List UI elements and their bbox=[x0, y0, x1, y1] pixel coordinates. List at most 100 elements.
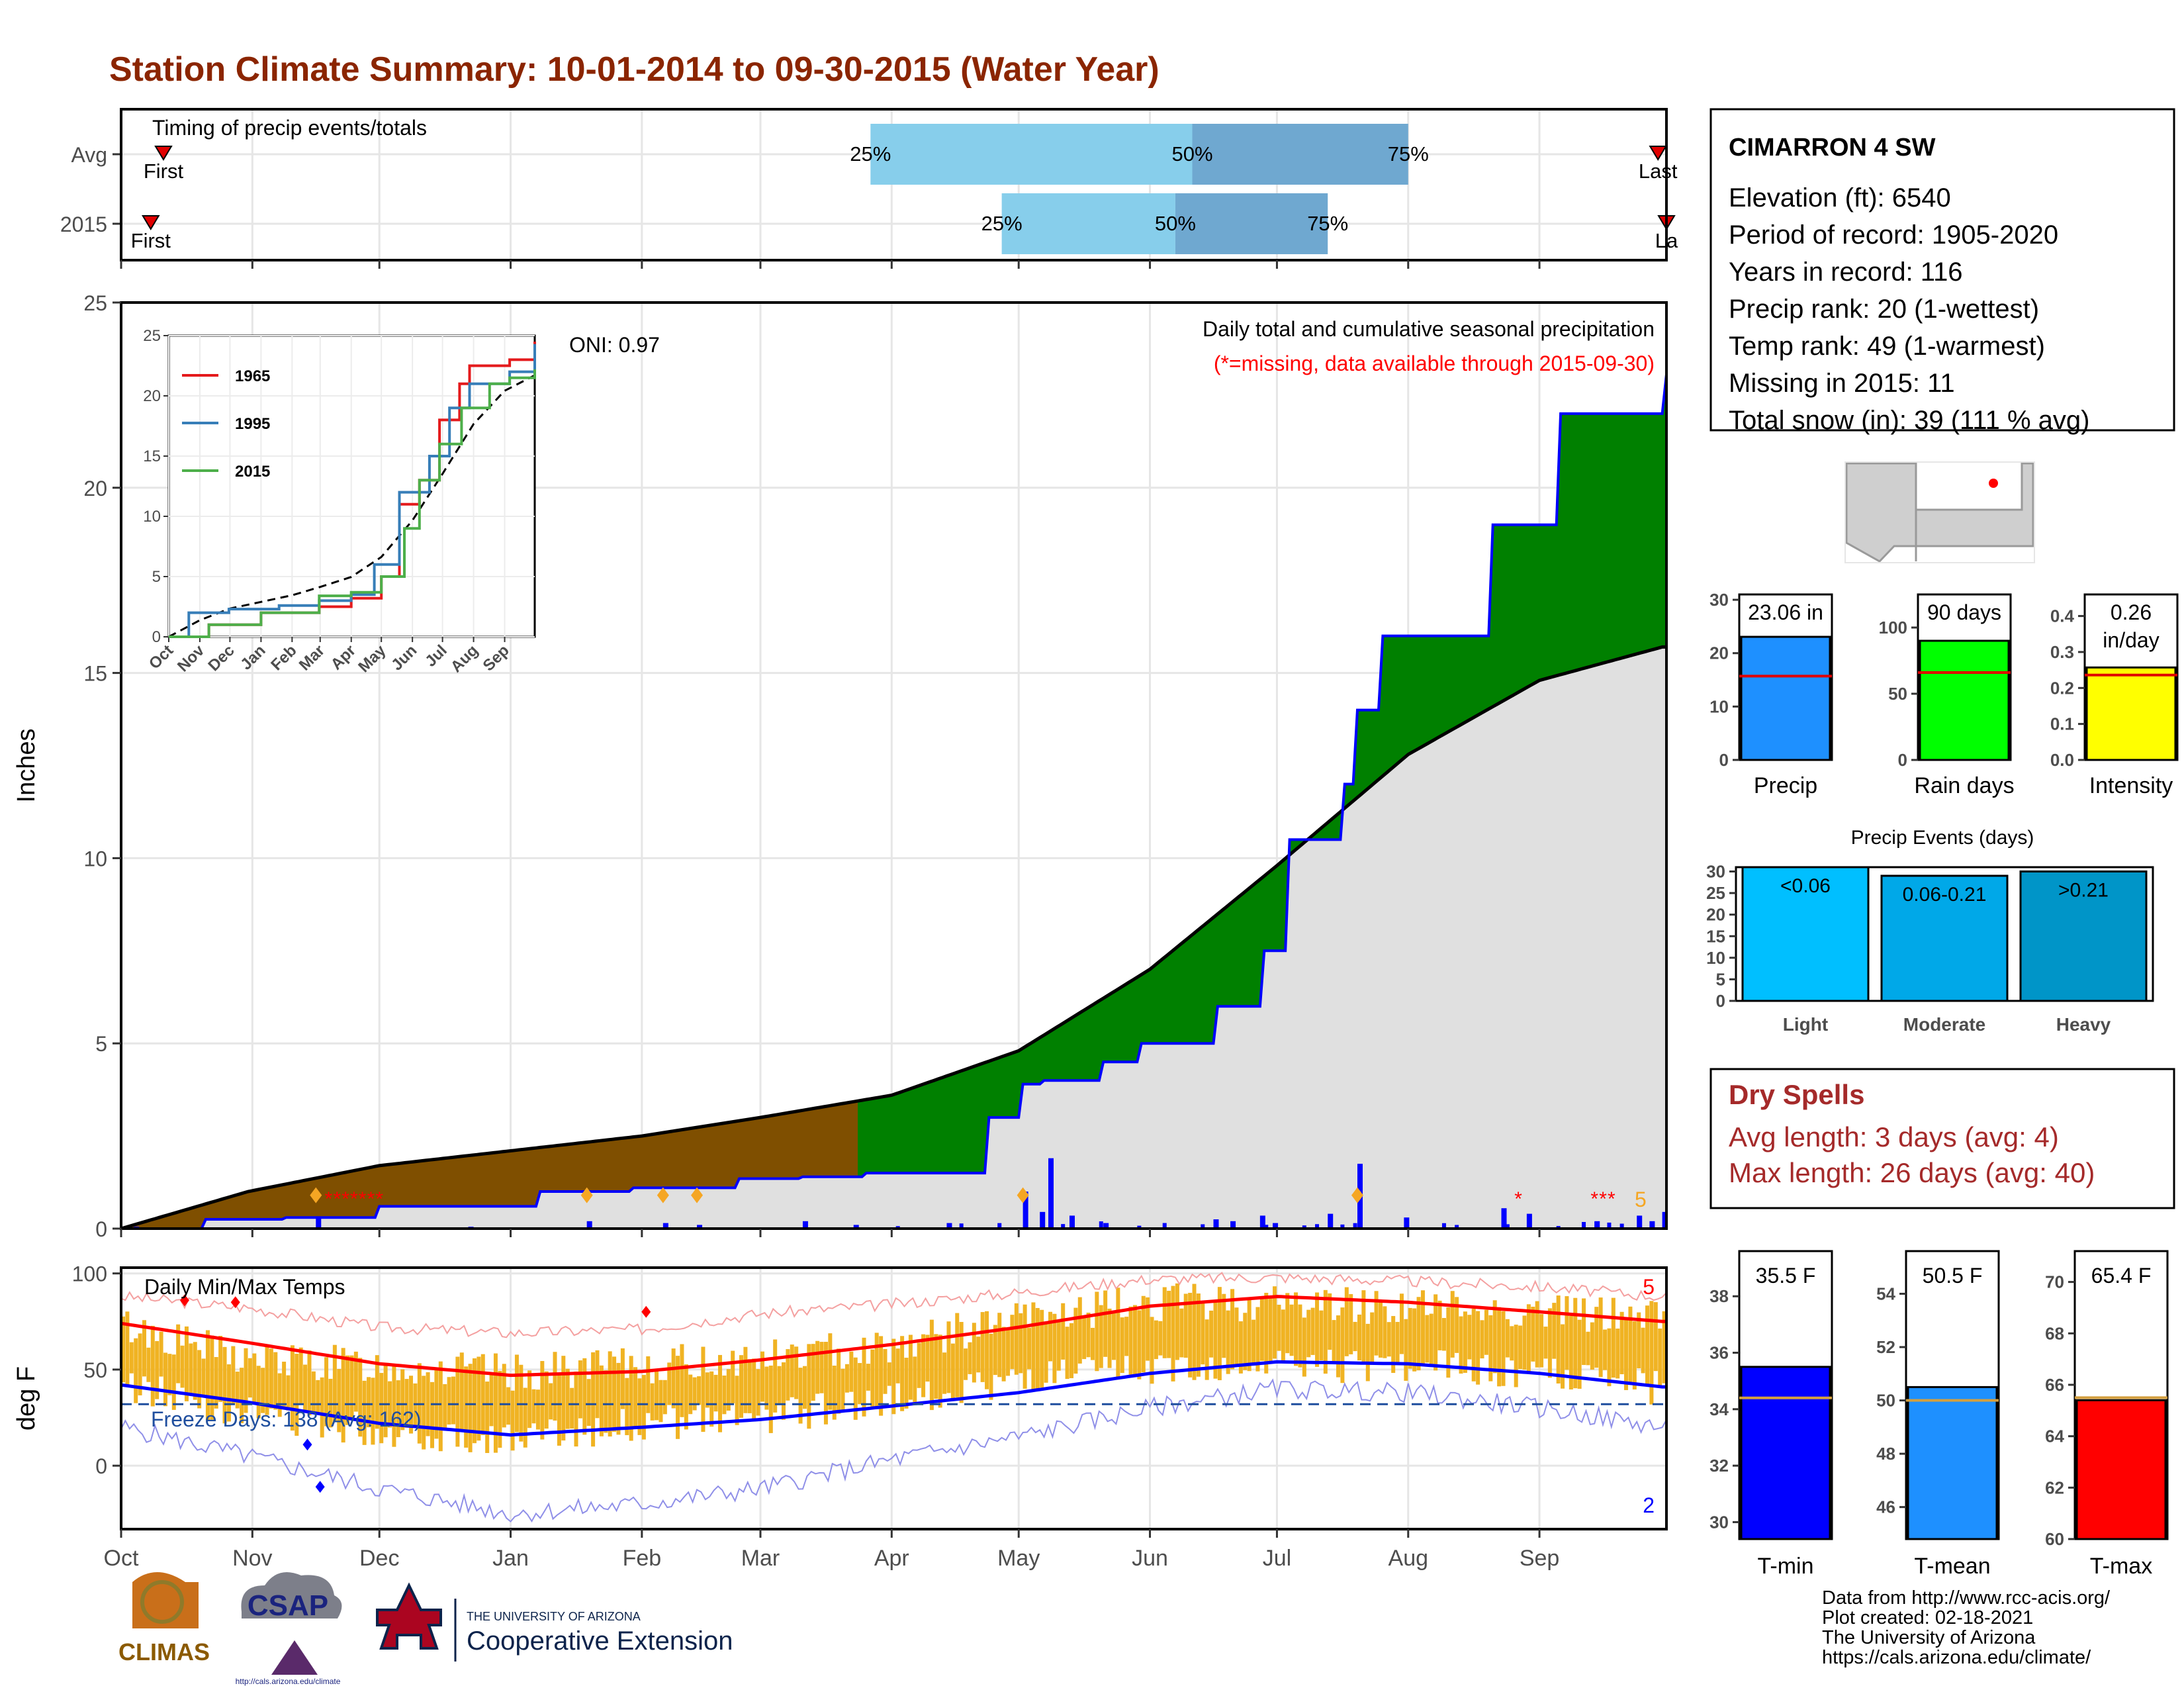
daily-temp-bar bbox=[938, 1335, 942, 1408]
temp-bar-y-tick-label: 32 bbox=[1709, 1456, 1729, 1476]
tmax-missing-count: 5 bbox=[1643, 1275, 1655, 1299]
snow-marker bbox=[1351, 1187, 1363, 1203]
daily-temp-bar bbox=[1522, 1315, 1527, 1370]
temp-bar-y-tick-label: 34 bbox=[1709, 1399, 1729, 1419]
daily-temp-bar bbox=[1065, 1327, 1069, 1380]
timing-row-avg: 25% 50% 75% First Last Avg bbox=[71, 124, 1678, 185]
events-bar-category: Moderate bbox=[1903, 1014, 1985, 1035]
daily-temp-bar bbox=[599, 1365, 604, 1436]
events-bar-light bbox=[1741, 866, 1870, 1002]
daily-temp-bar bbox=[409, 1376, 414, 1434]
daily-temp-bar bbox=[756, 1369, 760, 1416]
temp-bar-y-tick-label: 54 bbox=[1876, 1284, 1895, 1303]
record-low-marker bbox=[302, 1438, 312, 1451]
daily-temp-bar bbox=[388, 1381, 392, 1428]
daily-temp-bar bbox=[1582, 1298, 1586, 1366]
daily-temp-bar bbox=[1226, 1310, 1230, 1374]
average-cumulative-line bbox=[120, 645, 1666, 1231]
temp-bar-t-min: 35.5 F 30 32 34 36 38 T-min bbox=[1709, 1250, 1833, 1579]
daily-temp-bar bbox=[1116, 1288, 1120, 1378]
daily-temp-bar bbox=[1268, 1297, 1273, 1362]
daily-temp-bar bbox=[616, 1362, 621, 1435]
record-low-line bbox=[120, 1378, 1667, 1523]
daily-temp-bar bbox=[201, 1358, 206, 1396]
record-high-marker bbox=[230, 1296, 240, 1309]
timing-bar-q50-q75 bbox=[1175, 193, 1328, 254]
events-y-tick-label: 5 bbox=[1716, 969, 1725, 989]
daily-temp-bar bbox=[1391, 1316, 1396, 1374]
daily-temp-bar bbox=[561, 1356, 566, 1441]
daily-temp-bar bbox=[718, 1354, 723, 1432]
daily-temp-bar bbox=[353, 1351, 358, 1412]
daily-temp-bar bbox=[697, 1376, 702, 1405]
daily-temp-bar bbox=[1552, 1303, 1557, 1359]
timing-label-75: 75% bbox=[1388, 142, 1429, 165]
station-location-dot bbox=[1989, 479, 1998, 488]
daily-temp-bar bbox=[180, 1345, 185, 1388]
daily-temp-bar bbox=[218, 1336, 223, 1402]
daily-temp-bar bbox=[781, 1362, 786, 1420]
daily-temp-bar bbox=[295, 1354, 299, 1436]
daily-temp-bar bbox=[1632, 1321, 1637, 1390]
daily-temp-bar bbox=[701, 1346, 705, 1432]
daily-temp-bar bbox=[379, 1373, 384, 1444]
avg-tmin-line bbox=[120, 1360, 1666, 1437]
daily-temp-bar bbox=[565, 1368, 570, 1429]
summary-bar-value: 0.26 bbox=[2111, 600, 2152, 624]
daily-temp-bar bbox=[764, 1366, 769, 1410]
summary-bar-y-tick-label: 0.4 bbox=[2050, 606, 2075, 626]
daily-temp-bar bbox=[874, 1333, 879, 1407]
daily-temp-bar bbox=[921, 1334, 926, 1397]
daily-temp-bar bbox=[1294, 1292, 1298, 1366]
daily-temp-bar bbox=[1167, 1290, 1171, 1358]
daily-temp-bar bbox=[447, 1377, 451, 1425]
daily-temp-bar bbox=[968, 1342, 972, 1374]
inset-y-tick-label: 15 bbox=[143, 447, 161, 465]
station-info-line: Temp rank: 49 (1-warmest) bbox=[1729, 332, 2045, 361]
daily-temp-bar bbox=[1234, 1307, 1239, 1366]
daily-temp-bar bbox=[557, 1375, 561, 1446]
daily-temp-bar bbox=[184, 1326, 189, 1401]
record-low-marker bbox=[315, 1481, 325, 1493]
daily-temp-bar bbox=[1480, 1320, 1484, 1359]
daily-temp-bar bbox=[1332, 1320, 1336, 1364]
snow-marker bbox=[580, 1187, 593, 1203]
daily-temp-bar bbox=[489, 1373, 494, 1427]
dry-spells-border bbox=[1709, 1068, 2175, 1209]
temp-bar-y-tick-label: 46 bbox=[1876, 1497, 1895, 1517]
month-label: Nov bbox=[232, 1546, 272, 1571]
missing-data-marker: * bbox=[341, 1188, 349, 1210]
daily-temp-bar bbox=[1569, 1316, 1573, 1390]
daily-temp-bar bbox=[955, 1313, 960, 1397]
climas-logo-text: CLIMAS bbox=[118, 1638, 210, 1665]
timing-label-50: 50% bbox=[1155, 212, 1196, 235]
events-bar-heavy bbox=[2019, 870, 2148, 1002]
daily-temp-bar bbox=[934, 1334, 938, 1399]
daily-temp-bar bbox=[591, 1352, 596, 1447]
daily-temp-bar bbox=[853, 1357, 858, 1420]
daily-temp-bar bbox=[929, 1319, 934, 1411]
daily-temp-bar bbox=[1031, 1302, 1036, 1391]
daily-temp-bar bbox=[1213, 1299, 1218, 1379]
daily-temp-bar bbox=[1201, 1302, 1205, 1365]
daily-temp-bar bbox=[1463, 1311, 1467, 1373]
summary-bar-y-tick-label: 100 bbox=[1879, 618, 1907, 637]
daily-temp-bar bbox=[337, 1369, 341, 1432]
temp-bar-y-tick-label: 38 bbox=[1709, 1286, 1729, 1306]
temp-bar-y-tick-label: 70 bbox=[2045, 1272, 2064, 1292]
daily-temp-bar bbox=[328, 1378, 333, 1428]
daily-temp-bar bbox=[375, 1355, 379, 1429]
precip-y-tick-label: 15 bbox=[83, 662, 107, 686]
station-info-line: Total snow (in): 39 (111 % avg) bbox=[1729, 406, 2089, 435]
month-label: Jun bbox=[1132, 1546, 1168, 1571]
daily-temp-bar bbox=[870, 1349, 875, 1409]
daily-temp-bar bbox=[189, 1343, 193, 1395]
inset-legend-label: 1965 bbox=[235, 367, 270, 385]
daily-temp-bar bbox=[1404, 1319, 1408, 1381]
cumulative-precip-line bbox=[121, 374, 1668, 1230]
missing-data-marker: * bbox=[367, 1188, 375, 1210]
daily-precip-bar bbox=[1099, 1221, 1103, 1229]
daily-temp-bar bbox=[722, 1375, 727, 1415]
ua-logo-bottom-text: Cooperative Extension bbox=[467, 1626, 733, 1656]
credits: Data from http://www.rcc-acis.org/Plot c… bbox=[1822, 1587, 2111, 1668]
